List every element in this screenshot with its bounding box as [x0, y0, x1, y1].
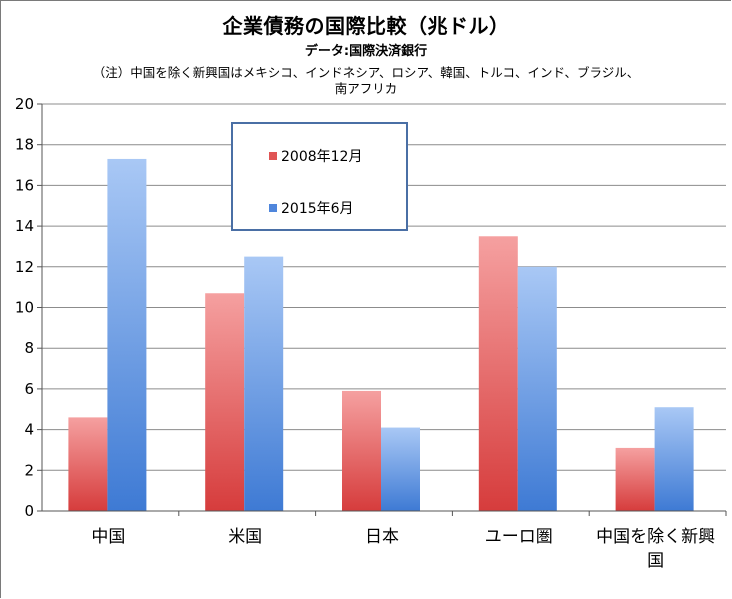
bar-2008-3: [478, 236, 518, 511]
legend-item-2015: 2015年6月: [269, 198, 354, 218]
chart-title: 企業債務の国際比較（兆ドル）: [222, 14, 510, 38]
bar-2008-4: [615, 447, 655, 511]
legend-label-2015: 2015年6月: [281, 201, 354, 217]
y-tick-label: 2: [24, 461, 34, 479]
y-tick-label: 6: [24, 380, 34, 398]
x-tick-label: 中国: [91, 527, 125, 547]
bar-2008-1: [205, 293, 245, 511]
y-tick-label: 14: [15, 217, 34, 235]
chart-source: データ:国際決済銀行: [304, 44, 428, 59]
y-tick-label: 8: [24, 339, 34, 357]
bar-2015-4: [654, 407, 694, 511]
x-tick-label: 米国: [228, 527, 262, 547]
legend-label-2008: 2008年12月: [281, 149, 363, 165]
legend-item-2008: 2008年12月: [269, 146, 362, 166]
y-tick-label: 10: [15, 299, 34, 317]
x-tick-label: 国: [647, 551, 664, 571]
bar-2015-3: [517, 266, 557, 511]
tick-labels: 0 2 4 6 8 10 12 14 16 18 20 中国 米国 日本 ユーロ圏 中国を除く新興国: [15, 95, 715, 571]
legend-swatch-2008: [269, 152, 277, 160]
bar-2015-2: [381, 427, 420, 511]
bar-2015-1: [244, 256, 284, 511]
chart-note-line-1: （注）中国を除く新興国はメキシコ、インドネシア、ロシア、韓国、トルコ、インド、ブ…: [92, 65, 640, 80]
bar-2008-0: [68, 417, 108, 511]
y-tick-label: 4: [24, 421, 34, 439]
chart-note-line-2: 南アフリカ: [334, 81, 398, 96]
y-tick-label: 0: [24, 502, 34, 520]
y-tick-label: 12: [15, 258, 34, 276]
x-tick-label: 中国を除く新興: [596, 527, 715, 547]
legend-swatch-2015: [269, 204, 277, 212]
y-tick-label: 16: [15, 176, 34, 194]
x-tick-label: 日本: [365, 527, 399, 547]
y-tick-label: 18: [15, 136, 34, 154]
legend: 2008年12月 2015年6月: [231, 122, 408, 231]
y-tick-label: 20: [15, 95, 34, 113]
bar-2015-0: [107, 158, 147, 511]
axes: [37, 103, 727, 516]
bars: [68, 158, 694, 511]
bar-2008-2: [342, 390, 381, 511]
x-tick-label: ユーロ圏: [485, 527, 553, 547]
